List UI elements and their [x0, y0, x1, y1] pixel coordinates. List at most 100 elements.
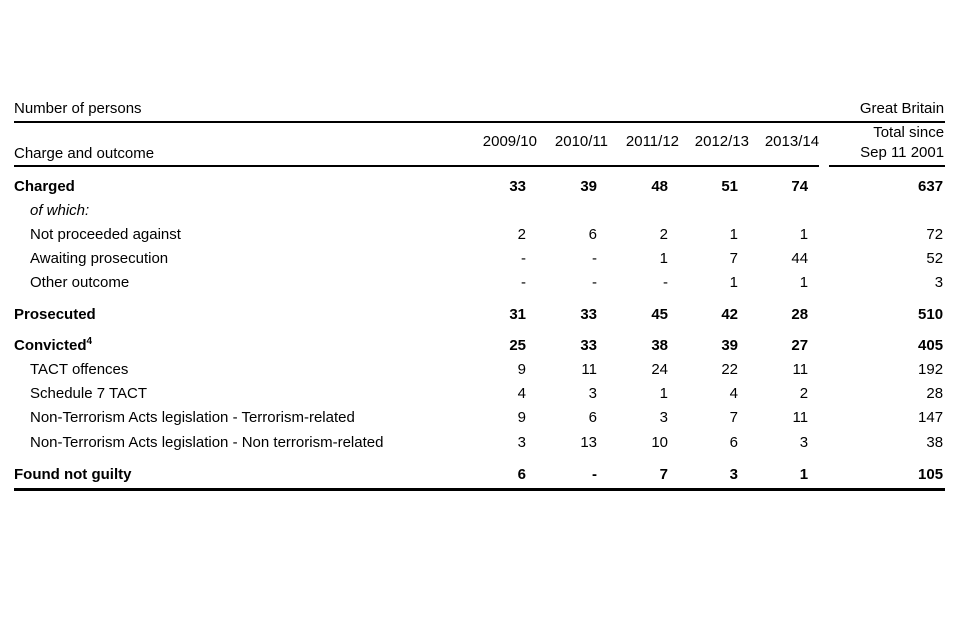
cell-value: 2 — [659, 226, 668, 243]
cell-value: 74 — [791, 178, 809, 195]
col-header-2010-11: 2010/11 — [537, 123, 608, 167]
cell-value — [537, 196, 608, 220]
cell-value: 1 — [729, 226, 738, 243]
cell-value: 6 — [588, 409, 597, 426]
cell-value: 33 — [580, 337, 597, 354]
row-label: Non-Terrorism Acts legislation - Non ter… — [30, 434, 384, 451]
cell-value: 1 — [799, 274, 809, 291]
row-label: Other outcome — [30, 274, 130, 291]
cell-value: 1 — [659, 250, 668, 267]
cell-value: 1 — [659, 385, 668, 402]
table-row-non-tact-terrorism-related: Non-Terrorism Acts legislation - Terrori… — [14, 403, 945, 427]
cell-value: 6 — [729, 434, 738, 451]
units-label: Number of persons — [14, 89, 820, 123]
cell-value: 9 — [517, 409, 526, 426]
cell-value: 7 — [608, 452, 679, 491]
table-row-prosecuted: Prosecuted 31 33 45 42 28 510 — [14, 292, 945, 324]
cell-value: 1 — [799, 226, 809, 243]
cell-value: 4 — [517, 385, 526, 402]
cell-value: 2 — [517, 226, 526, 243]
cell-value: 33 — [580, 306, 597, 323]
cell-value — [749, 196, 819, 220]
cell-value: - — [537, 452, 608, 491]
cell-value: 1 — [749, 452, 820, 491]
row-label: Convicted4 — [14, 324, 466, 355]
row-label: TACT offences — [30, 361, 129, 378]
cell-value: 3 — [679, 452, 749, 491]
cell-total: 72 — [926, 226, 944, 243]
row-label: Non-Terrorism Acts legislation - Terrori… — [30, 409, 355, 426]
cell-value: - — [521, 274, 526, 291]
cell-value: 6 — [466, 452, 537, 491]
col-header-2011-12: 2011/12 — [608, 123, 679, 167]
total-header-line2: Sep 11 2001 — [860, 144, 945, 161]
region-label: Great Britain — [819, 89, 946, 123]
cell-value: 24 — [651, 361, 668, 378]
cell-value: 22 — [721, 361, 738, 378]
table-row-tact-offences: TACT offences 9 11 24 22 11 192 — [14, 355, 945, 379]
row-label: Charged — [14, 178, 75, 195]
cell-value: 44 — [791, 250, 809, 267]
row-label: Prosecuted — [14, 306, 96, 323]
table-row-awaiting-prosecution: Awaiting prosecution - - 1 7 44 52 — [14, 244, 945, 268]
cell-value: 33 — [509, 178, 526, 195]
cell-value: 3 — [517, 434, 526, 451]
col-header-2012-13: 2012/13 — [679, 123, 749, 167]
cell-value: 28 — [791, 306, 809, 323]
cell-value: 3 — [588, 385, 597, 402]
cell-total — [819, 196, 945, 220]
cell-value: - — [663, 274, 668, 291]
cell-value: 3 — [659, 409, 668, 426]
column-header-row: Charge and outcome 2009/10 2010/11 2011/… — [14, 123, 946, 167]
row-label-text: Convicted — [14, 337, 87, 354]
table-row-convicted: Convicted4 25 33 38 39 27 405 — [14, 324, 945, 355]
cell-value: 7 — [729, 409, 738, 426]
cell-value: 11 — [792, 409, 809, 426]
table-row-non-tact-non-terrorism-related: Non-Terrorism Acts legislation - Non ter… — [14, 427, 945, 452]
cell-total: 405 — [918, 337, 944, 354]
cell-value: 45 — [651, 306, 668, 323]
row-label: Found not guilty — [14, 452, 466, 491]
cell-total: 147 — [918, 409, 944, 426]
row-header-label: Charge and outcome — [14, 123, 466, 167]
table-row-schedule-7-tact: Schedule 7 TACT 4 3 1 4 2 28 — [14, 379, 945, 403]
cell-value: 4 — [729, 385, 738, 402]
cell-value: - — [592, 274, 597, 291]
table-row-found-not-guilty: Found not guilty 6 - 7 3 1 105 — [14, 452, 946, 491]
charge-outcome-table: Number of persons Great Britain Charge a… — [14, 89, 946, 491]
total-header-underline — [829, 165, 946, 167]
row-label: Not proceeded against — [30, 226, 181, 243]
cell-total: 637 — [918, 178, 944, 195]
cell-value: 1 — [729, 274, 738, 291]
cell-value: 25 — [509, 337, 526, 354]
cell-total: 510 — [918, 306, 944, 323]
cell-value: 3 — [799, 434, 809, 451]
cell-total: 192 — [918, 361, 944, 378]
cell-total: 38 — [926, 434, 944, 451]
cell-value: 39 — [721, 337, 738, 354]
row-label: of which: — [30, 202, 90, 219]
cell-value — [466, 196, 537, 220]
cell-value: 11 — [792, 361, 809, 378]
cell-value: 31 — [509, 306, 526, 323]
cell-value: 7 — [729, 250, 738, 267]
total-header-line1: Total since — [873, 124, 945, 141]
col-header-2013-14: 2013/14 — [749, 123, 820, 167]
cell-total: 105 — [819, 452, 946, 491]
col-header-2009-10: 2009/10 — [466, 123, 537, 167]
cell-value — [608, 196, 679, 220]
cell-value: - — [592, 250, 597, 267]
table-row-not-proceeded: Not proceeded against 2 6 2 1 1 72 — [14, 220, 945, 244]
cell-value: 51 — [721, 178, 738, 195]
cell-value: 27 — [791, 337, 809, 354]
cell-value: 11 — [581, 361, 597, 378]
cell-value: 42 — [721, 306, 738, 323]
col-header-total: Total since Sep 11 2001 — [819, 123, 946, 167]
cell-value — [679, 196, 749, 220]
cell-total: 3 — [934, 274, 944, 291]
footnote-marker: 4 — [86, 336, 93, 347]
cell-value: 9 — [517, 361, 526, 378]
table-row-other-outcome: Other outcome - - - 1 1 3 — [14, 268, 945, 292]
row-label: Schedule 7 TACT — [30, 385, 148, 402]
